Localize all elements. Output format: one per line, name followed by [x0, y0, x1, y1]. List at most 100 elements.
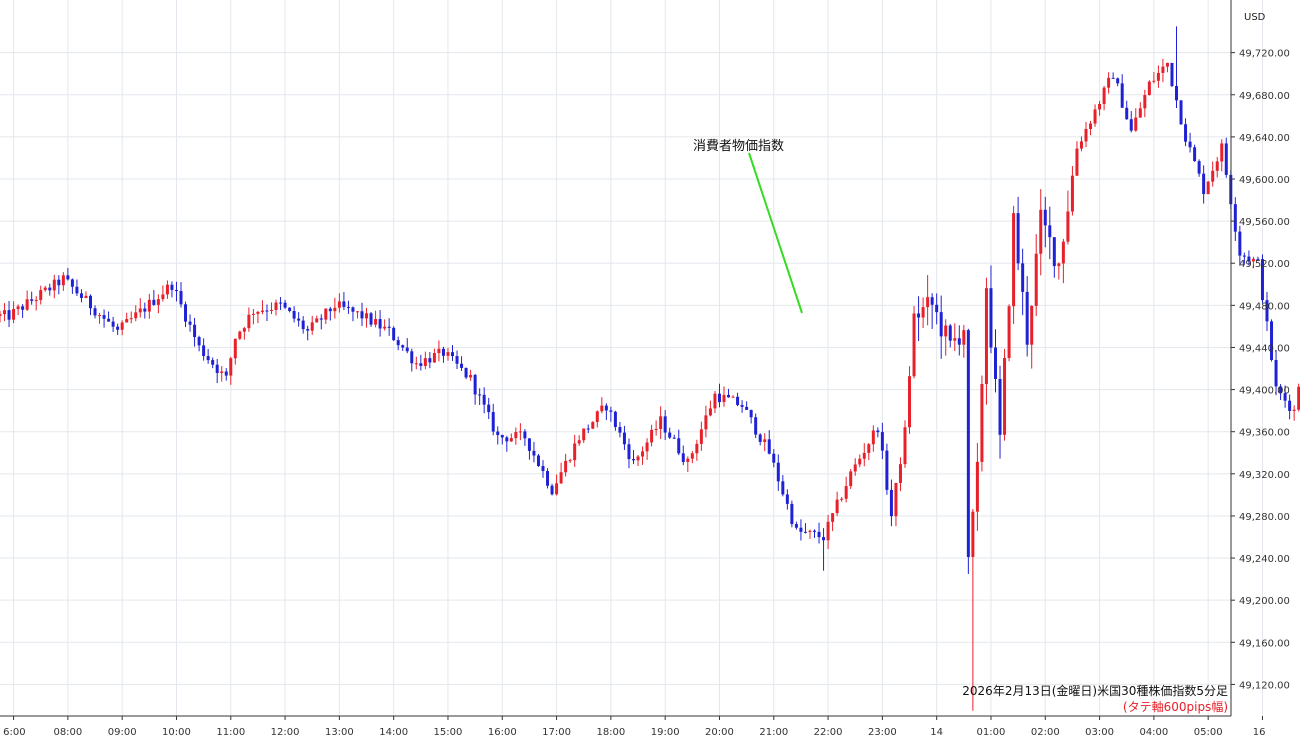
candle-body-down — [1175, 85, 1178, 101]
candle-body-down — [536, 455, 540, 467]
candle-body-down — [306, 329, 310, 331]
time-tick-label: 13:00 — [325, 727, 354, 738]
candle-body-down — [677, 438, 681, 454]
candle-body-up — [274, 302, 278, 310]
candle-body-up — [1147, 81, 1151, 96]
time-tick-label: 20:00 — [705, 727, 734, 738]
candle-body-up — [509, 438, 513, 442]
candle-body-down — [505, 437, 509, 442]
candle-body-up — [835, 499, 839, 514]
candle-body-down — [672, 437, 676, 439]
candle-body-down — [966, 330, 970, 557]
candle-body-down — [799, 527, 803, 532]
candle-body-up — [365, 313, 369, 319]
candle-body-up — [1297, 386, 1300, 410]
candle-body-down — [491, 412, 495, 432]
candle-body-up — [423, 358, 427, 366]
price-tick-label: 49,680.00 — [1239, 91, 1290, 102]
candle-body-up — [52, 279, 56, 291]
candle-body-up — [858, 458, 862, 465]
candle-body-down — [482, 394, 486, 405]
candle-body-down — [93, 308, 97, 316]
cpi-annotation-label: 消費者物価指数 — [693, 139, 784, 154]
candle-body-down — [1120, 83, 1124, 108]
candle-body-up — [374, 319, 378, 325]
candle-body-down — [817, 531, 821, 538]
candle-body-up — [147, 299, 151, 312]
candle-body-down — [500, 435, 504, 438]
candle-body-down — [48, 287, 52, 291]
candle-body-up — [926, 297, 930, 308]
time-tick-label: 16:00 — [488, 727, 517, 738]
candle-body-up — [1039, 209, 1043, 254]
candle-body-down — [1184, 124, 1188, 142]
candle-body-down — [7, 310, 11, 320]
candle-body-down — [57, 279, 61, 286]
candle-body-down — [174, 289, 178, 292]
candle-body-down — [736, 396, 740, 406]
candle-body-down — [754, 417, 758, 435]
candle-body-down — [419, 363, 423, 366]
candle-body-up — [1215, 161, 1219, 171]
candle-body-up — [16, 306, 20, 310]
candle-body-down — [116, 326, 120, 330]
candle-body-down — [188, 321, 192, 325]
candle-body-down — [1052, 237, 1056, 267]
candle-body-up — [1143, 95, 1147, 109]
candle-body-up — [315, 318, 319, 323]
candle-body-down — [1116, 78, 1120, 84]
candle-body-down — [152, 299, 156, 305]
candle-body-up — [871, 430, 875, 445]
time-tick-label: 11:00 — [216, 727, 245, 738]
candle-body-up — [650, 429, 654, 443]
candle-body-down — [1043, 209, 1047, 226]
candle-body-down — [342, 301, 346, 307]
candle-body-up — [853, 464, 857, 472]
candle-body-down — [785, 494, 789, 504]
candle-body-down — [1256, 258, 1260, 260]
candle-body-up — [125, 319, 129, 323]
candle-body-down — [1265, 300, 1269, 322]
candle-body-down — [749, 409, 753, 418]
candle-body-up — [564, 460, 568, 473]
candle-body-down — [30, 299, 34, 301]
candle-body-down — [378, 319, 382, 329]
candle-body-down — [1125, 107, 1129, 120]
candle-body-up — [270, 309, 273, 311]
candle-body-up — [559, 472, 563, 484]
candle-body-up — [0, 314, 2, 316]
candle-body-up — [908, 376, 912, 428]
candle-body-down — [292, 311, 296, 319]
candle-body-up — [3, 310, 7, 315]
candle-body-up — [713, 393, 717, 409]
candle-body-up — [1066, 211, 1070, 242]
candle-body-up — [256, 311, 260, 314]
candle-body-down — [319, 318, 323, 320]
candle-body-up — [1089, 123, 1093, 129]
candle-body-up — [971, 511, 975, 557]
candle-body-up — [134, 312, 138, 319]
candle-body-up — [156, 299, 160, 305]
candle-body-up — [704, 415, 708, 430]
candle-body-up — [763, 439, 767, 442]
candle-body-down — [224, 371, 228, 376]
price-tick-label: 49,400.00 — [1239, 386, 1290, 397]
candle-body-up — [129, 318, 133, 320]
candle-body-up — [43, 287, 47, 291]
candle-body-down — [460, 363, 464, 368]
candle-body-down — [441, 348, 445, 356]
candle-body-up — [980, 383, 984, 462]
candle-body-down — [1193, 147, 1197, 162]
candle-body-down — [473, 374, 477, 395]
candle-body-down — [727, 394, 731, 398]
candle-body-up — [446, 352, 450, 356]
candle-body-down — [75, 286, 79, 294]
candle-body-up — [831, 513, 835, 522]
candle-body-down — [740, 405, 744, 407]
price-tick-label: 49,240.00 — [1239, 554, 1290, 565]
candle-body-up — [337, 301, 341, 308]
chart-caption-note: (タテ軸600pips幅) — [1123, 699, 1228, 714]
candle-body-down — [935, 304, 939, 313]
